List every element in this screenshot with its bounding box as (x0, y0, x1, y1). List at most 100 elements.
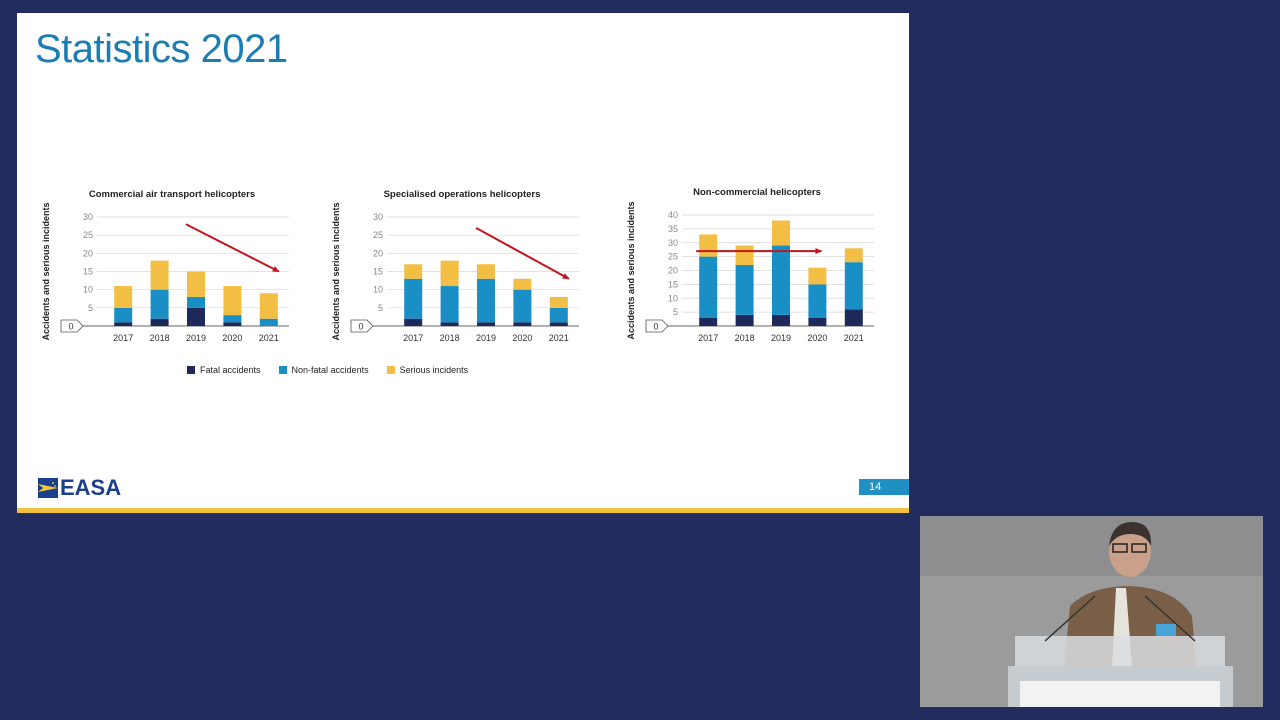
y-axis-label: Accidents and serious incidents (331, 202, 341, 340)
y-tick-label: 10 (373, 285, 383, 295)
bar-segment (259, 318, 278, 326)
y-tick-label: 30 (373, 212, 383, 222)
presentation-slide: Statistics 2021 Commercial air transport… (17, 13, 909, 513)
bar-segment (844, 309, 863, 326)
bar-segment (699, 234, 718, 257)
bar-segment (150, 318, 169, 326)
page-number: 14 (859, 479, 909, 495)
x-tick-label: 2019 (476, 333, 496, 343)
legend-item-fatal: Fatal accidents (187, 365, 261, 375)
zero-marker (350, 319, 374, 333)
chart-title: Non-commercial helicopters (693, 187, 821, 198)
bar-segment (477, 322, 495, 326)
zero-marker (645, 319, 669, 333)
bar-segment (404, 264, 423, 279)
x-tick-label: 2017 (113, 333, 133, 343)
y-tick-label: 0 (358, 322, 363, 332)
trend-arrow (475, 227, 570, 280)
bar-segment (844, 248, 863, 263)
bar-segment (808, 284, 827, 318)
y-tick-label: 20 (373, 248, 383, 258)
y-tick-label: 0 (653, 322, 658, 332)
bar-segment (513, 289, 532, 323)
y-axis-label: Accidents and serious incidents (626, 201, 636, 339)
bar-segment (404, 278, 423, 319)
bar-segment (477, 278, 495, 323)
bar-segment (699, 256, 718, 318)
bar-segment (187, 296, 205, 308)
chart-title: Commercial air transport helicopters (88, 189, 256, 200)
y-tick-label: 35 (668, 224, 678, 234)
accent-stripe (17, 508, 909, 513)
x-tick-label: 2017 (403, 333, 423, 343)
y-tick-label: 30 (83, 212, 93, 222)
y-tick-label: 10 (668, 293, 678, 303)
slide-title: Statistics 2021 (35, 27, 288, 71)
bar-segment (440, 260, 459, 287)
chart-plot: Accidents and serious incidents 051015202… (331, 202, 579, 343)
bar-segment (404, 318, 423, 326)
x-tick-label: 2020 (512, 333, 532, 343)
x-tick-label: 2021 (259, 333, 279, 343)
legend-label: Non-fatal accidents (291, 365, 369, 375)
bar-segment (440, 322, 459, 326)
bar-segment (772, 220, 790, 246)
y-axis-label: Accidents and serious incidents (41, 202, 51, 340)
bar-segment (259, 293, 278, 319)
bar-segment (735, 245, 754, 265)
bar-segment (223, 286, 242, 316)
bar-segment (549, 296, 568, 308)
legend-label: Fatal accidents (200, 365, 261, 375)
bar-segment (808, 267, 827, 285)
bar-segment (150, 260, 169, 290)
y-tick-label: 5 (673, 307, 678, 317)
bar-segment (735, 264, 754, 315)
chart-legend: Fatal accidents Non-fatal accidents Seri… (187, 365, 468, 375)
legend-label: Serious incidents (399, 365, 469, 375)
bar-segment (513, 322, 532, 326)
zero-marker (60, 319, 84, 333)
bar-segment (223, 322, 242, 326)
chart-plot: Accidents and serious incidents 0 5 10 15 202… (626, 201, 874, 343)
bar-segment (549, 322, 568, 326)
chart-title: Specialised operations helicopters (383, 189, 541, 200)
x-tick-label: 2018 (440, 333, 460, 343)
bar-segment (549, 307, 568, 323)
legend-item-serious: Serious incidents (386, 365, 469, 375)
x-tick-label: 2019 (771, 333, 791, 343)
bar-segment (772, 245, 790, 315)
y-tick-label: 40 (668, 210, 678, 220)
bar-segment (223, 315, 242, 323)
bar-segment (513, 278, 532, 290)
speaker-video (920, 516, 1263, 707)
chart-plot: Accidents and serious incidents 051015202… (41, 202, 289, 343)
bar-segment (187, 271, 205, 297)
chart-commercial-air-transport: Commercial air transport helicopters Acc… (37, 181, 307, 351)
y-tick-label: 15 (668, 279, 678, 289)
bar-segment (699, 317, 718, 326)
y-tick-label: 30 (668, 238, 678, 248)
legend-item-non-fatal: Non-fatal accidents (278, 365, 369, 375)
x-tick-label: 2021 (844, 333, 864, 343)
logo-text: EASA (60, 475, 122, 500)
bar-segment (772, 314, 790, 326)
bar-segment (735, 314, 754, 326)
x-tick-label: 2021 (549, 333, 569, 343)
bar-segment (187, 307, 205, 326)
legend-swatch (278, 366, 287, 374)
y-tick-label: 15 (83, 267, 93, 277)
y-tick-label: 25 (83, 230, 93, 240)
y-tick-label: 10 (83, 285, 93, 295)
y-tick-label: 0 (68, 322, 73, 332)
bar-segment (477, 264, 495, 279)
x-tick-label: 2018 (150, 333, 170, 343)
bar-segment (114, 307, 133, 323)
bar-segment (440, 286, 459, 323)
x-tick-label: 2017 (698, 333, 718, 343)
bar-segment (808, 317, 827, 326)
x-tick-label: 2018 (735, 333, 755, 343)
x-tick-label: 2020 (807, 333, 827, 343)
y-tick-label: 25 (373, 230, 383, 240)
bar-segment (114, 286, 133, 308)
y-tick-label: 15 (373, 267, 383, 277)
